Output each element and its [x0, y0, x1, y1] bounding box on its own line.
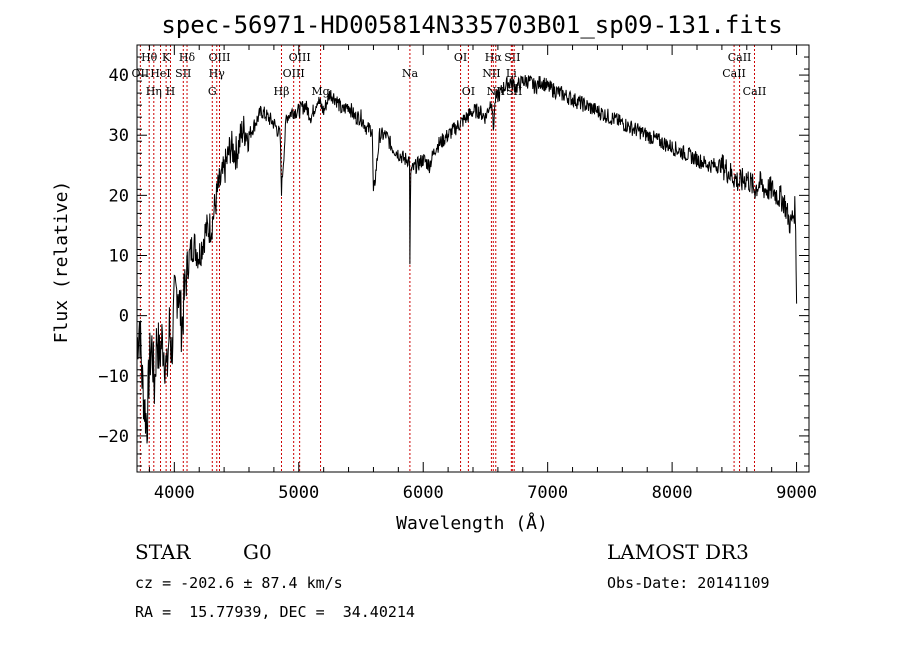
object-subclass: G0 — [243, 540, 272, 564]
line-marker-label: OIII — [208, 51, 230, 64]
y-tick-label: 20 — [109, 186, 129, 206]
line-marker-label: OII — [132, 67, 150, 80]
line-marker-label: Hβ — [274, 85, 290, 98]
line-marker-label: Mg — [311, 85, 329, 98]
redshift-velocity: cz = -202.6 ± 87.4 km/s — [135, 574, 343, 592]
line-marker-label: SII — [504, 51, 520, 64]
line-marker-label: Hη — [146, 85, 162, 98]
x-tick-label: 8000 — [652, 483, 693, 503]
line-marker-label: OIII — [289, 51, 311, 64]
x-tick-label: 4000 — [154, 483, 195, 503]
observation-date: Obs-Date: 20141109 — [607, 574, 770, 592]
line-marker-label: Hγ — [209, 67, 226, 80]
chart-title: spec-56971-HD005814N335703B01_sp09-131.f… — [161, 11, 782, 39]
y-tick-label: −20 — [98, 427, 129, 447]
line-marker-label: G — [208, 85, 217, 98]
line-marker-label: NII — [482, 67, 500, 80]
object-class: STAR — [135, 540, 191, 564]
y-axis-label: Flux (relative) — [51, 181, 72, 344]
y-tick-label: 30 — [109, 126, 129, 146]
line-marker-label: K — [162, 51, 171, 64]
line-marker-label: OIII — [283, 67, 305, 80]
x-axis-label: Wavelength (Å) — [396, 512, 548, 534]
line-marker-label: CaII — [743, 85, 767, 98]
line-marker-label: Hθ — [141, 51, 158, 64]
line-marker-label: CaII — [728, 51, 752, 64]
series-layer — [136, 75, 798, 444]
x-tick-label: 7000 — [527, 483, 568, 503]
spectrum-flux-line — [136, 75, 798, 444]
y-tick-label: −10 — [98, 367, 129, 387]
line-marker-label: Na — [402, 67, 419, 80]
y-tick-label: 0 — [119, 307, 129, 327]
x-tick-label: 6000 — [403, 483, 444, 503]
line-marker-label: OI — [462, 85, 475, 98]
line-marker-label: OI — [454, 51, 467, 64]
line-marker-label: SII — [175, 67, 191, 80]
line-marker-label: Hδ — [179, 51, 196, 64]
axes — [136, 44, 810, 473]
x-tick-label: 5000 — [278, 483, 319, 503]
x-tick-label: 9000 — [776, 483, 817, 503]
survey-name: LAMOST DR3 — [607, 540, 749, 564]
ra-dec-coordinates: RA = 15.77939, DEC = 34.40214 — [135, 603, 415, 621]
y-tick-label: 40 — [109, 66, 129, 86]
line-marker-label: Hα — [485, 51, 503, 64]
line-marker-label: Li — [506, 67, 517, 80]
y-tick-label: 10 — [109, 246, 129, 266]
line-marker-label: CaII — [722, 67, 746, 80]
plot-frame — [136, 44, 810, 473]
tick-layer: 4000 5000 6000 7000 8000 9000 −20 −10 0 10 20 30 40 — [98, 44, 817, 503]
line-marker-label: H — [166, 85, 176, 98]
